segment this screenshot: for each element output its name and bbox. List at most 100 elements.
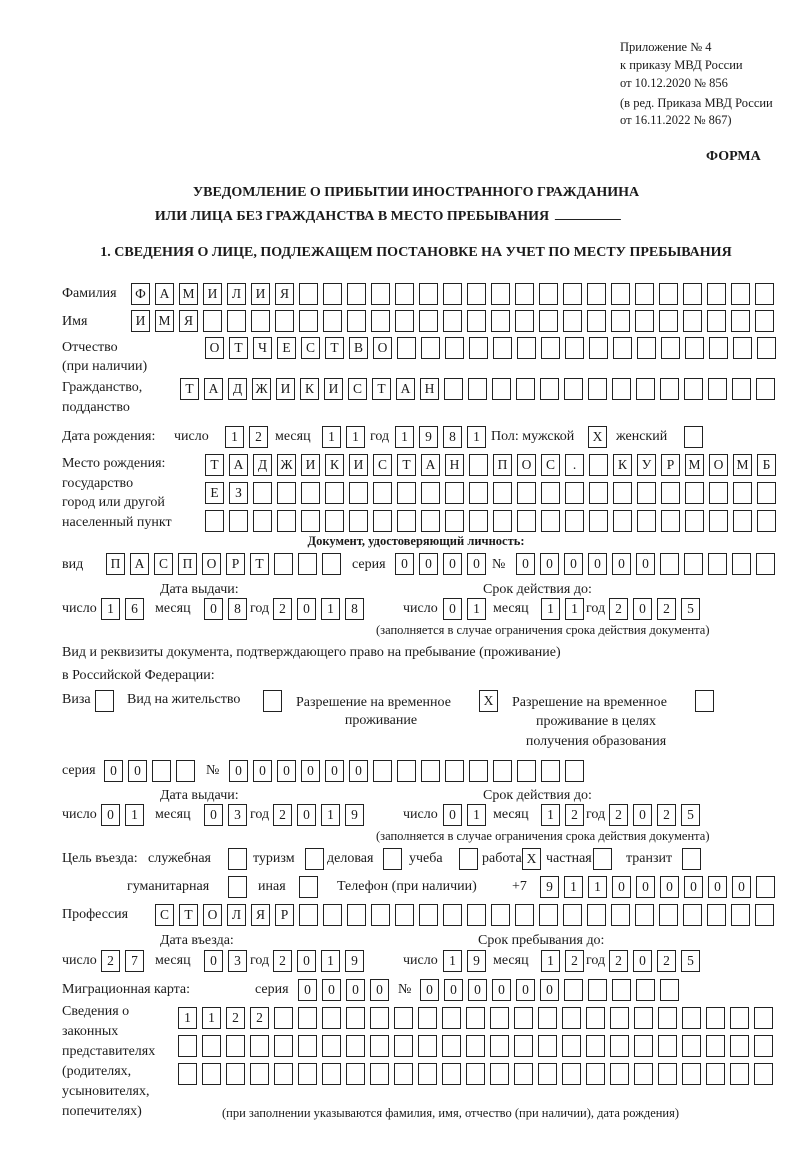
profession-box[interactable]: С xyxy=(155,904,174,926)
representatives-box[interactable] xyxy=(658,1007,677,1029)
citizenship-box[interactable] xyxy=(492,378,511,400)
representatives-box[interactable] xyxy=(658,1063,677,1085)
birth-place-box[interactable]: А xyxy=(229,454,248,476)
representatives-box[interactable]: 1 xyxy=(178,1007,197,1029)
doc-type-box[interactable]: Р xyxy=(226,553,245,575)
representatives-box[interactable] xyxy=(226,1035,245,1057)
birth-place-box[interactable] xyxy=(373,482,392,504)
number-box[interactable] xyxy=(612,979,631,1001)
surname-box[interactable]: Л xyxy=(227,283,246,305)
number-box[interactable]: 0 xyxy=(444,979,463,1001)
patronymic-box[interactable] xyxy=(421,337,440,359)
representatives-box[interactable] xyxy=(538,1035,557,1057)
number-box[interactable]: 0 xyxy=(612,553,631,575)
month-box[interactable]: 0 xyxy=(204,598,223,620)
year-box[interactable]: 1 xyxy=(467,426,486,448)
purpose-checkbox[interactable]: X xyxy=(522,848,541,870)
citizenship-box[interactable]: Д xyxy=(228,378,247,400)
doc-type-box[interactable]: С xyxy=(154,553,173,575)
representatives-box[interactable] xyxy=(370,1007,389,1029)
representatives-box[interactable]: 2 xyxy=(226,1007,245,1029)
surname-box[interactable]: М xyxy=(179,283,198,305)
patronymic-box[interactable] xyxy=(397,337,416,359)
year-box[interactable]: 0 xyxy=(297,804,316,826)
temp-residence-checkbox[interactable]: X xyxy=(479,690,498,712)
profession-box[interactable] xyxy=(491,904,510,926)
representatives-box[interactable] xyxy=(346,1035,365,1057)
purpose-checkbox[interactable] xyxy=(228,848,247,870)
birth-place-box[interactable]: Р xyxy=(661,454,680,476)
number-box[interactable]: 0 xyxy=(636,553,655,575)
profession-box[interactable]: Я xyxy=(251,904,270,926)
surname-box[interactable]: И xyxy=(251,283,270,305)
representatives-box[interactable] xyxy=(586,1063,605,1085)
representatives-box[interactable] xyxy=(706,1063,725,1085)
number-box[interactable]: 0 xyxy=(420,979,439,1001)
citizenship-box[interactable]: К xyxy=(300,378,319,400)
representatives-box[interactable] xyxy=(514,1035,533,1057)
representatives-box[interactable] xyxy=(250,1063,269,1085)
month-box[interactable]: 0 xyxy=(204,804,223,826)
representatives-box[interactable] xyxy=(322,1063,341,1085)
birth-place-box[interactable] xyxy=(229,510,248,532)
series-box[interactable]: 0 xyxy=(370,979,389,1001)
patronymic-box[interactable] xyxy=(733,337,752,359)
name-box[interactable] xyxy=(755,310,774,332)
birth-place-box[interactable] xyxy=(325,510,344,532)
citizenship-box[interactable]: Т xyxy=(372,378,391,400)
number-box[interactable] xyxy=(732,553,751,575)
representatives-box[interactable] xyxy=(682,1007,701,1029)
representatives-box[interactable] xyxy=(586,1035,605,1057)
patronymic-box[interactable] xyxy=(661,337,680,359)
series-box[interactable] xyxy=(152,760,171,782)
name-box[interactable] xyxy=(515,310,534,332)
name-box[interactable] xyxy=(371,310,390,332)
surname-box[interactable] xyxy=(659,283,678,305)
number-box[interactable] xyxy=(397,760,416,782)
patronymic-box[interactable] xyxy=(757,337,776,359)
citizenship-box[interactable] xyxy=(540,378,559,400)
name-box[interactable] xyxy=(347,310,366,332)
representatives-box[interactable] xyxy=(298,1063,317,1085)
year-box[interactable]: 9 xyxy=(345,804,364,826)
number-box[interactable]: 0 xyxy=(349,760,368,782)
number-box[interactable] xyxy=(636,979,655,1001)
representatives-box[interactable] xyxy=(418,1007,437,1029)
birth-place-box[interactable]: К xyxy=(613,454,632,476)
representatives-box[interactable] xyxy=(538,1063,557,1085)
day-box[interactable]: 1 xyxy=(467,598,486,620)
doc-type-box[interactable] xyxy=(298,553,317,575)
representatives-box[interactable]: 2 xyxy=(250,1007,269,1029)
birth-place-box[interactable] xyxy=(613,510,632,532)
series-box[interactable] xyxy=(176,760,195,782)
birth-place-box[interactable]: Т xyxy=(397,454,416,476)
patronymic-box[interactable]: Т xyxy=(325,337,344,359)
surname-box[interactable] xyxy=(395,283,414,305)
year-box[interactable]: 2 xyxy=(657,598,676,620)
name-box[interactable] xyxy=(683,310,702,332)
surname-box[interactable]: А xyxy=(155,283,174,305)
year-box[interactable]: 2 xyxy=(609,598,628,620)
surname-box[interactable] xyxy=(299,283,318,305)
year-box[interactable]: 8 xyxy=(345,598,364,620)
year-box[interactable]: 2 xyxy=(657,804,676,826)
birth-place-box[interactable] xyxy=(733,510,752,532)
profession-box[interactable] xyxy=(563,904,582,926)
number-box[interactable] xyxy=(660,553,679,575)
birth-place-box[interactable] xyxy=(613,482,632,504)
birth-place-box[interactable] xyxy=(397,482,416,504)
day-box[interactable]: 2 xyxy=(249,426,268,448)
year-box[interactable]: 9 xyxy=(345,950,364,972)
representatives-box[interactable] xyxy=(634,1007,653,1029)
series-box[interactable]: 0 xyxy=(322,979,341,1001)
month-box[interactable]: 2 xyxy=(565,804,584,826)
representatives-box[interactable] xyxy=(274,1063,293,1085)
representatives-box[interactable] xyxy=(418,1035,437,1057)
year-box[interactable]: 2 xyxy=(609,950,628,972)
citizenship-box[interactable] xyxy=(660,378,679,400)
citizenship-box[interactable]: И xyxy=(324,378,343,400)
surname-box[interactable] xyxy=(587,283,606,305)
name-box[interactable] xyxy=(227,310,246,332)
patronymic-box[interactable]: Т xyxy=(229,337,248,359)
patronymic-box[interactable]: О xyxy=(373,337,392,359)
